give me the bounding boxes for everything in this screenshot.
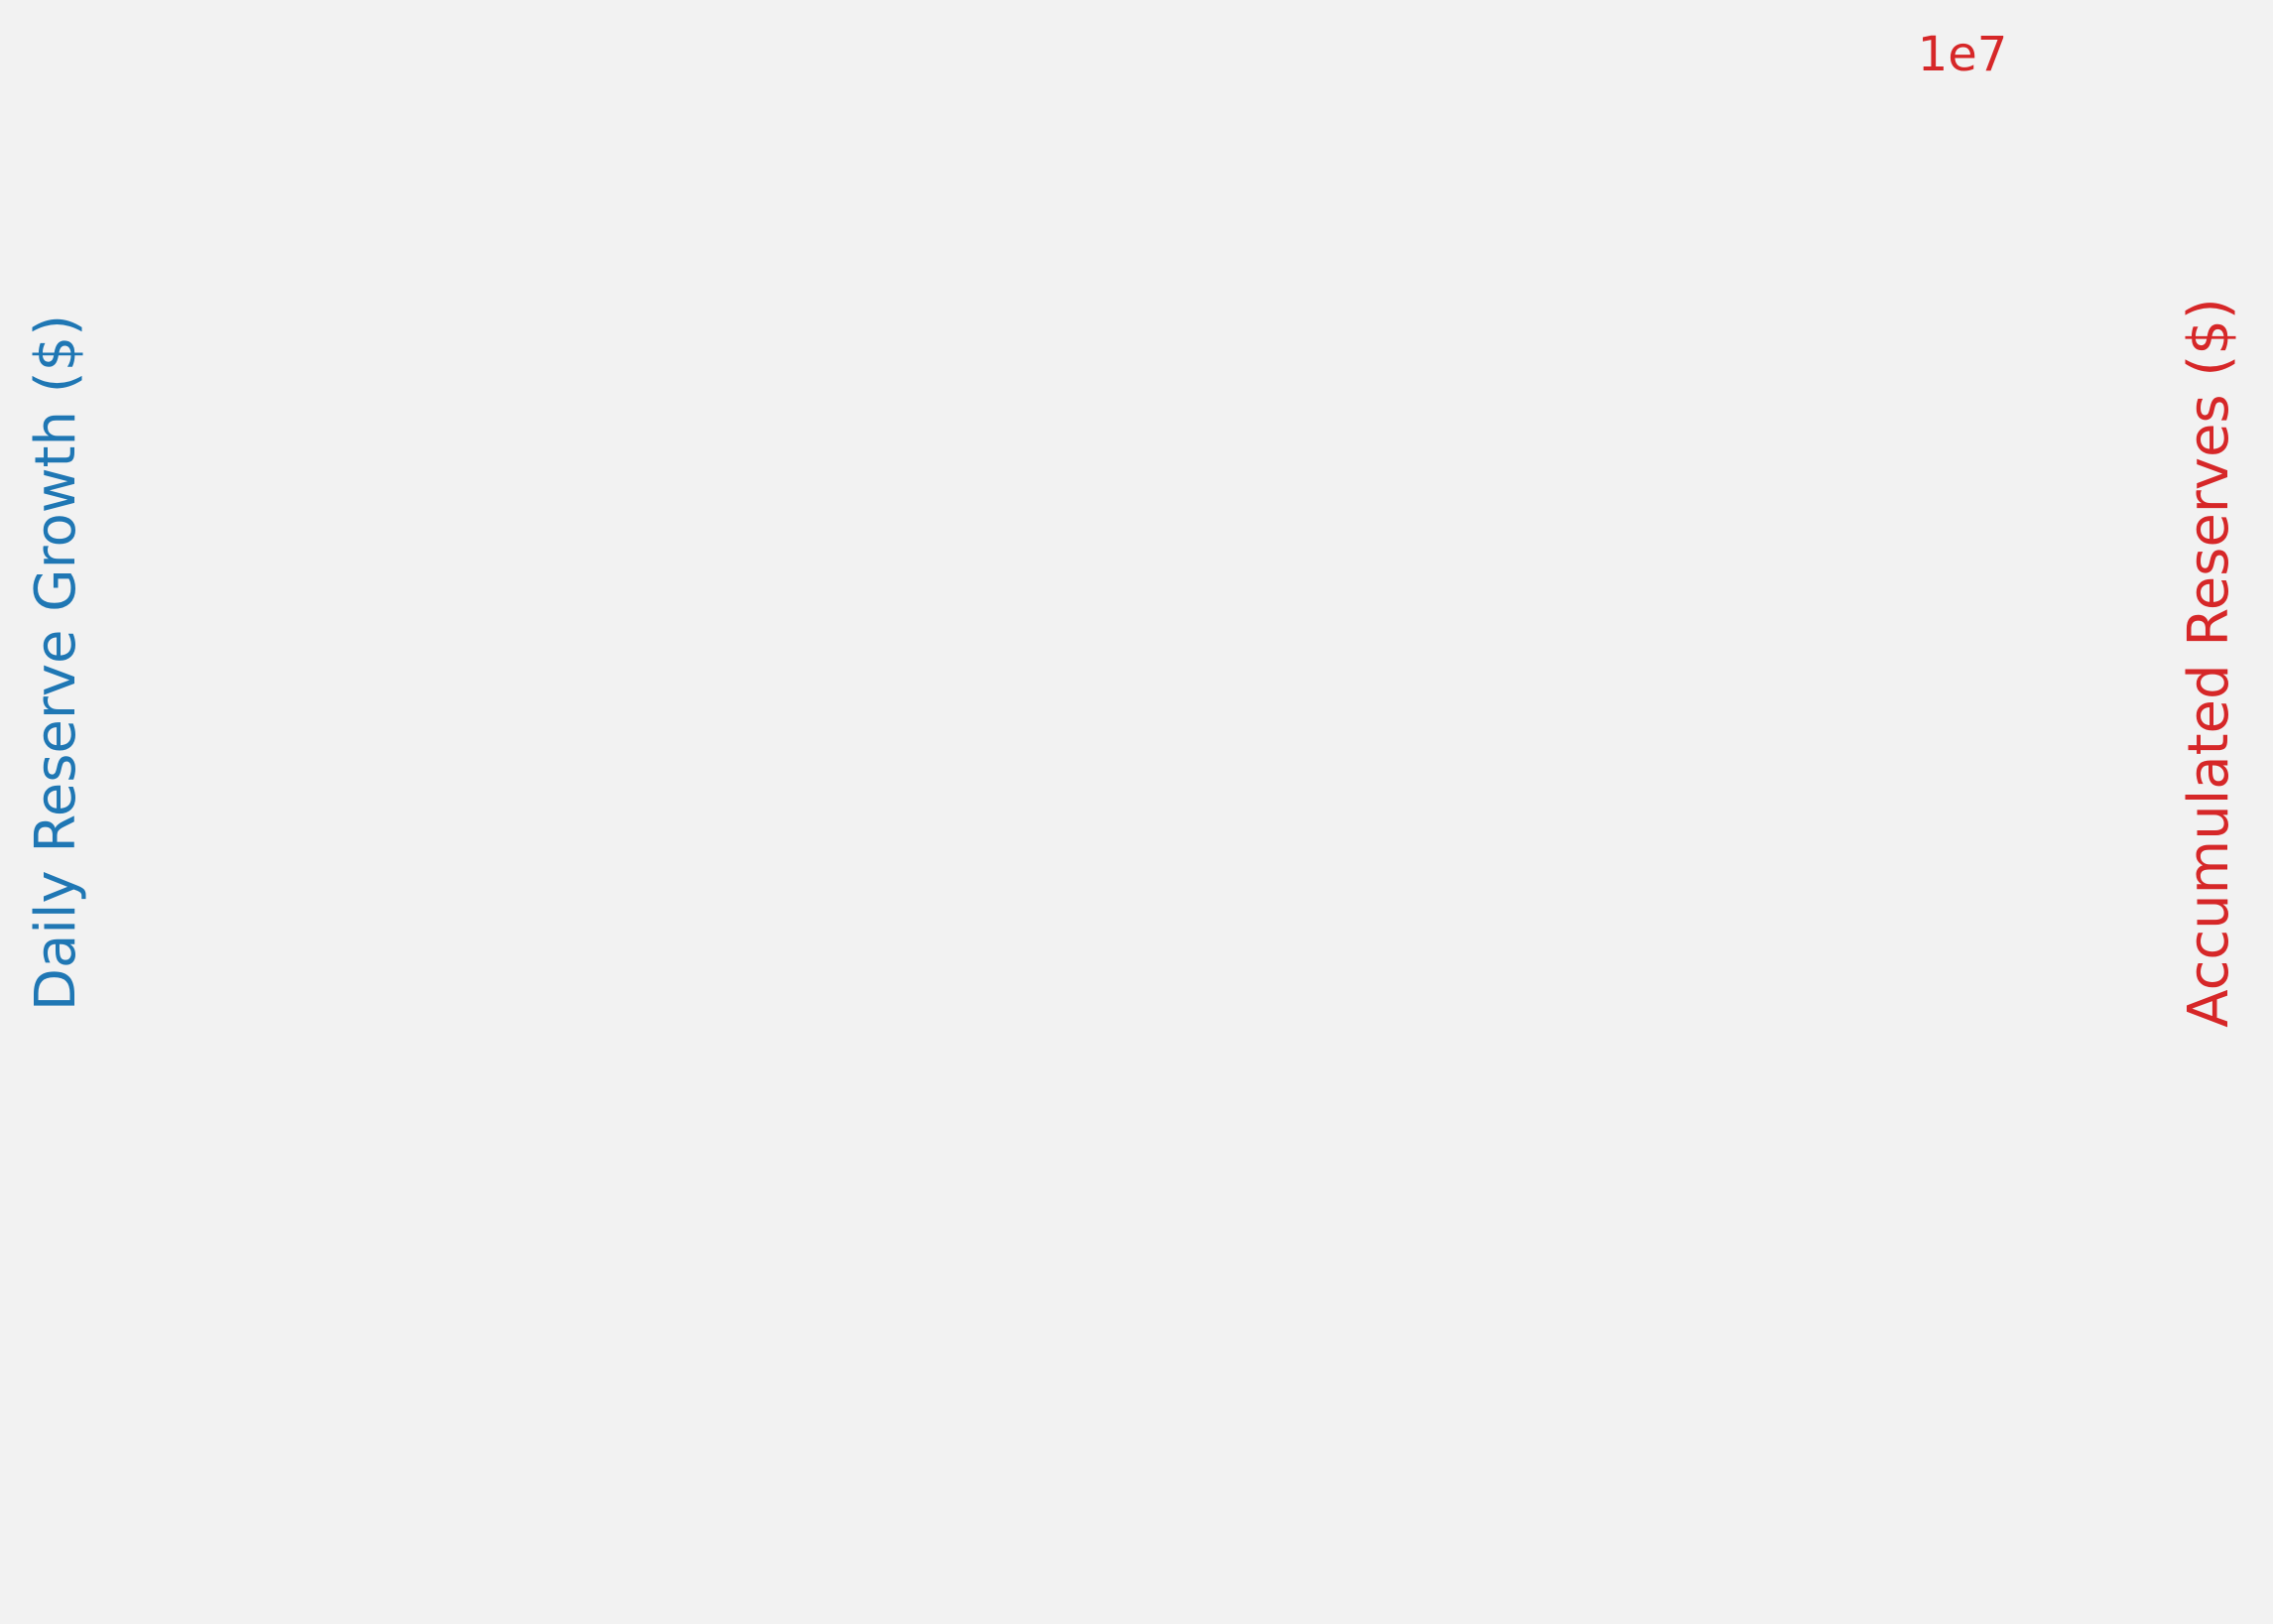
y2-offset: 1e7 (1918, 27, 2008, 82)
y-axis-label: Daily Reserve Growth ($) (24, 314, 88, 1011)
y2-axis-label: Accumulated Reserves ($) (2177, 298, 2241, 1027)
